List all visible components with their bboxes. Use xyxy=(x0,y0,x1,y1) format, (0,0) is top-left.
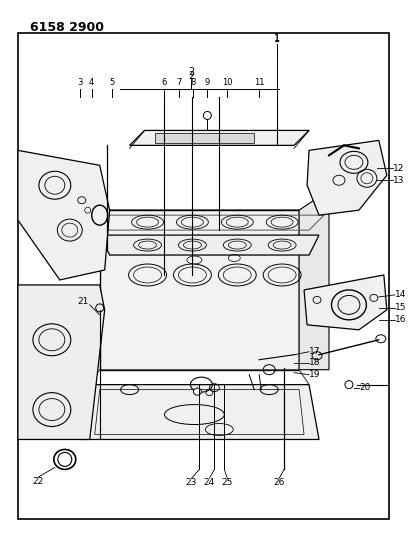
Text: 25: 25 xyxy=(222,478,233,487)
Text: 1: 1 xyxy=(274,33,280,43)
Text: 18: 18 xyxy=(309,358,321,367)
Text: 20: 20 xyxy=(359,383,370,392)
Text: 8: 8 xyxy=(191,78,196,87)
Text: 4: 4 xyxy=(89,78,94,87)
Polygon shape xyxy=(100,235,319,255)
Polygon shape xyxy=(18,150,110,280)
Text: 23: 23 xyxy=(186,478,197,487)
Text: 1: 1 xyxy=(274,34,280,44)
Text: 6: 6 xyxy=(162,78,167,87)
Text: 17: 17 xyxy=(309,347,321,356)
Polygon shape xyxy=(299,190,329,370)
Ellipse shape xyxy=(193,388,202,395)
Polygon shape xyxy=(130,131,309,146)
Polygon shape xyxy=(100,210,299,370)
Text: 19: 19 xyxy=(309,370,321,379)
Bar xyxy=(155,133,254,143)
Polygon shape xyxy=(18,285,105,440)
Polygon shape xyxy=(100,210,329,230)
Text: 12: 12 xyxy=(393,164,404,173)
Polygon shape xyxy=(80,385,319,440)
Text: 16: 16 xyxy=(395,316,406,325)
Polygon shape xyxy=(304,275,387,330)
Text: 26: 26 xyxy=(273,478,285,487)
Text: 11: 11 xyxy=(254,78,264,87)
Text: 21: 21 xyxy=(77,297,89,306)
Text: 13: 13 xyxy=(393,176,404,185)
Text: 7: 7 xyxy=(177,78,182,87)
Polygon shape xyxy=(307,140,387,215)
Text: 6158 2900: 6158 2900 xyxy=(30,21,104,34)
Text: 3: 3 xyxy=(77,78,82,87)
Text: 2: 2 xyxy=(188,67,195,77)
Text: 2: 2 xyxy=(188,70,195,80)
Text: 15: 15 xyxy=(395,303,406,312)
Text: 24: 24 xyxy=(204,478,215,487)
Text: 9: 9 xyxy=(205,78,210,87)
Text: 5: 5 xyxy=(109,78,114,87)
Text: 22: 22 xyxy=(32,477,44,486)
Text: 14: 14 xyxy=(395,290,406,300)
Text: 10: 10 xyxy=(222,78,233,87)
